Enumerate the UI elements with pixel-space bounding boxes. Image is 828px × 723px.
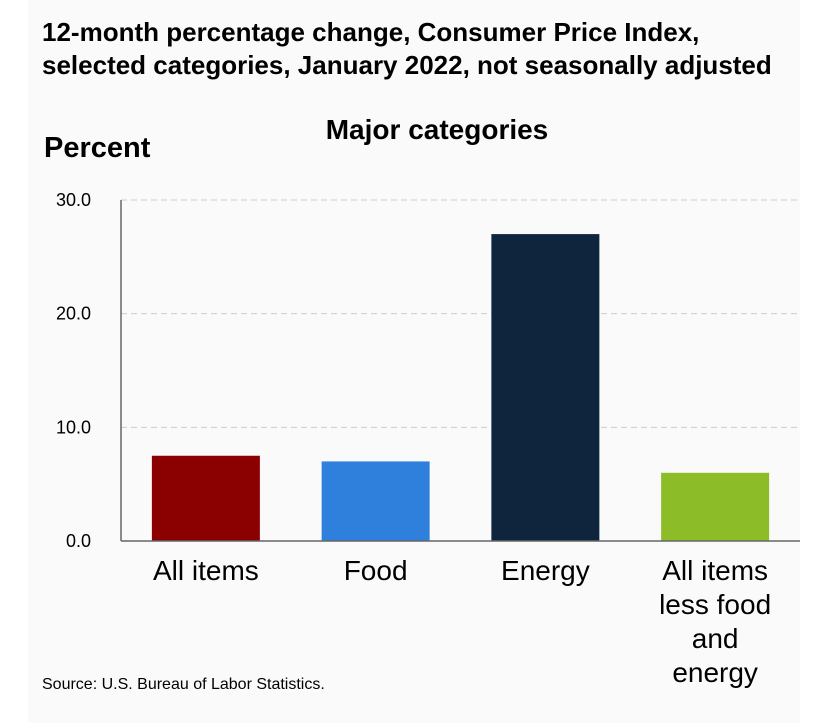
x-category-label: Food xyxy=(344,555,408,586)
source-note: Source: U.S. Bureau of Labor Statistics. xyxy=(42,676,325,693)
x-category-label: All items xyxy=(153,555,259,586)
y-tick-label: 10.0 xyxy=(56,417,91,437)
bar-all-items-less-food-and-energy xyxy=(661,472,770,541)
chart-subtitle: Major categories xyxy=(325,114,549,145)
y-tick-label: 30.0 xyxy=(56,190,91,210)
y-tick-labels: 0.0 10.0 20.0 30.0 xyxy=(56,190,91,551)
bar-all-items xyxy=(151,455,260,541)
y-tick-label: 0.0 xyxy=(66,531,91,551)
x-category-label: Energy xyxy=(501,555,590,586)
gridlines xyxy=(121,199,800,428)
x-category-label: All items less food and energy xyxy=(659,555,771,688)
x-category-labels: All items Food Energy All items less food and… xyxy=(153,555,771,688)
bar-energy xyxy=(491,234,600,541)
bar-food xyxy=(321,461,430,541)
chart-panel-background xyxy=(28,0,800,723)
y-axis-label: Percent xyxy=(44,132,151,164)
y-tick-label: 20.0 xyxy=(56,304,91,324)
axes xyxy=(120,200,800,542)
chart-title: 12-month percentage change, Consumer Pri… xyxy=(42,17,772,80)
bars xyxy=(151,234,770,541)
